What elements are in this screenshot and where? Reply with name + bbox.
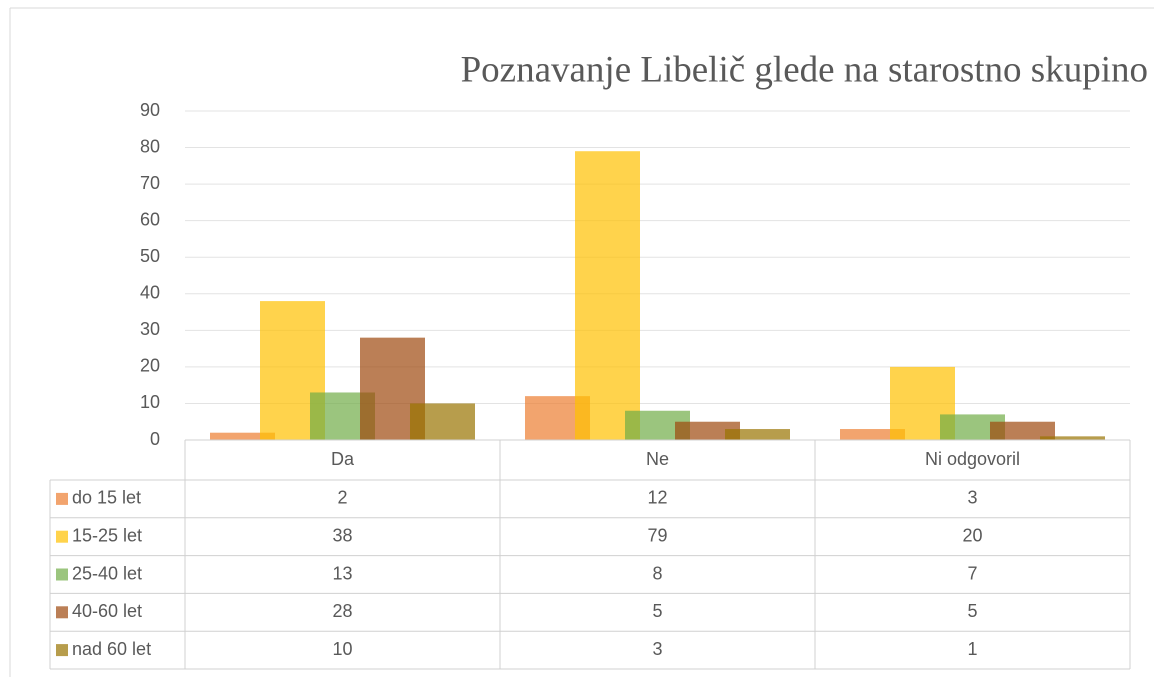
table-value: 28 (332, 601, 352, 621)
y-tick-label: 80 (140, 136, 160, 156)
table-value: 5 (652, 601, 662, 621)
y-tick-label: 70 (140, 173, 160, 193)
chart-title: Poznavanje Libelič glede na starostno sk… (461, 49, 1148, 90)
table-value: 20 (962, 525, 982, 545)
table-value: 7 (967, 563, 977, 583)
table-value: 3 (652, 639, 662, 659)
table-value: 79 (647, 525, 667, 545)
table-value: 2 (337, 488, 347, 508)
x-tick-label: Ne (646, 449, 669, 469)
table-value: 12 (647, 488, 667, 508)
y-tick-label: 10 (140, 392, 160, 412)
x-tick-label: Ni odgovoril (925, 449, 1020, 469)
legend-label: nad 60 let (72, 639, 151, 659)
y-tick-label: 0 (150, 429, 160, 449)
legend-key (56, 606, 68, 619)
bar (210, 432, 275, 440)
y-tick-label: 40 (140, 283, 160, 303)
y-tick-label: 90 (140, 100, 160, 120)
table-value: 13 (332, 563, 352, 583)
bar (725, 429, 790, 440)
y-tick-label: 50 (140, 246, 160, 266)
bar (840, 429, 905, 440)
bar (990, 421, 1055, 440)
legend-label: 25-40 let (72, 563, 142, 583)
x-tick-label: Da (331, 449, 355, 469)
table-value: 10 (332, 639, 352, 659)
bar (675, 421, 740, 440)
y-tick-label: 30 (140, 319, 160, 339)
bar (575, 151, 640, 440)
bar (410, 403, 475, 440)
table-value: 5 (967, 601, 977, 621)
legend-key (56, 530, 68, 543)
legend-key (56, 492, 68, 505)
y-tick-label: 60 (140, 209, 160, 229)
legend-label: 40-60 let (72, 601, 142, 621)
y-tick-label: 20 (140, 356, 160, 376)
bar (1040, 436, 1105, 440)
table-value: 8 (652, 563, 662, 583)
legend-label: do 15 let (72, 488, 141, 508)
table-value: 3 (967, 488, 977, 508)
legend-key (56, 644, 68, 657)
legend-label: 15-25 let (72, 525, 142, 545)
legend-key (56, 568, 68, 581)
table-value: 38 (332, 525, 352, 545)
table-value: 1 (967, 639, 977, 659)
